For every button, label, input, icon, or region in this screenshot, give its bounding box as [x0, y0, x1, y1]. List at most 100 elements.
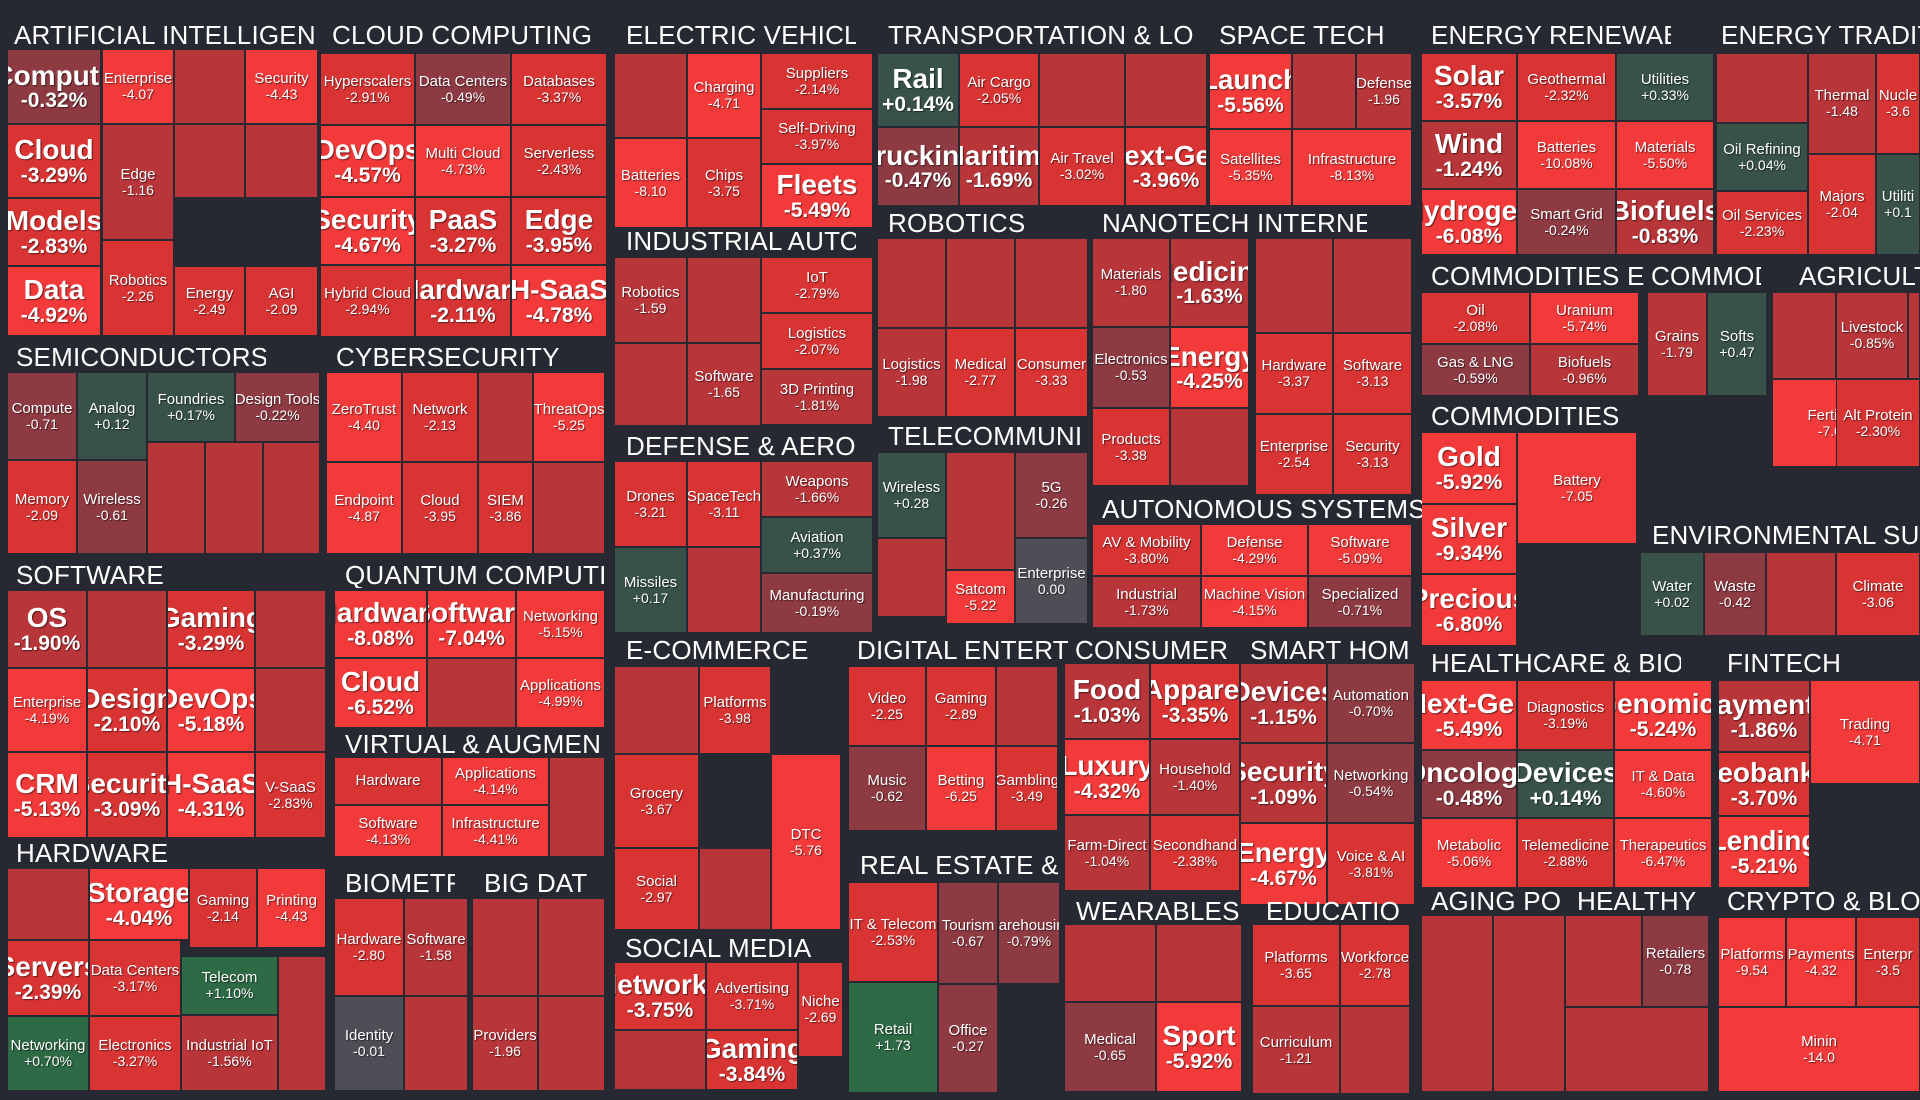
tile-space-tech-satellites[interactable]: Satellites -5.35% — [1209, 129, 1292, 206]
tile-wearables-blank-0[interactable] — [1064, 924, 1156, 1002]
tile-healthcare-biote-telemedicine[interactable]: Telemedicine -2.88% — [1517, 818, 1614, 888]
tile-internet-hardware[interactable]: Hardware -3.37 — [1255, 333, 1333, 414]
tile-artificial-intelligen-data[interactable]: Data -4.92% — [7, 266, 101, 336]
tile-autonomous-systems-av-mobility[interactable]: AV & Mobility -3.80% — [1092, 524, 1201, 576]
tile-real-estate-retail[interactable]: Retail +1.73 — [848, 982, 938, 1093]
tile-robotics-blank-2[interactable] — [1015, 238, 1088, 328]
tile-real-estate-tourism[interactable]: Tourism -0.67 — [938, 882, 998, 984]
tile-fintech-neobanks[interactable]: Neobanks-3.70% — [1718, 752, 1810, 816]
tile-software-gaming[interactable]: Gaming-3.29% — [167, 590, 255, 668]
tile-e-commerce-blank-5[interactable] — [699, 848, 771, 930]
tile-cloud-computing-serverless[interactable]: Serverless -2.43% — [511, 125, 607, 197]
tile-artificial-intelligen-models[interactable]: Models -2.83% — [7, 198, 101, 266]
tile-space-tech-launch[interactable]: Launch-5.56% — [1209, 53, 1292, 129]
tile-semiconductors-blank-5[interactable] — [205, 442, 263, 554]
tile-energy-renewable-biofuels[interactable]: Biofuels-0.83% — [1616, 189, 1714, 255]
tile-crypto-blo-platforms[interactable]: Platforms -9.54 — [1718, 917, 1786, 1007]
tile-hardware-servers[interactable]: Servers-2.39% — [7, 940, 89, 1016]
tile-e-commerce-blank-0[interactable] — [614, 666, 699, 754]
tile-electric-vehicles-self-driving[interactable]: Self-Driving -3.97% — [761, 109, 873, 164]
tile-energy-renewable-geothermal[interactable]: Geothermal -2.32% — [1517, 53, 1616, 121]
tile-energy-renewable-materials[interactable]: Materials -5.50% — [1616, 121, 1714, 189]
tile-energy-tradit-oil-services[interactable]: Oil Services -2.23% — [1716, 191, 1808, 255]
tile-industrial-auto-software[interactable]: Software -1.65 — [687, 343, 761, 426]
tile-agricult-alt-protein[interactable]: Alt Protein -2.30% — [1836, 379, 1920, 467]
tile-virtual-augmen-software[interactable]: Software -4.13% — [334, 805, 442, 857]
tile-software-design[interactable]: Design-2.10% — [87, 668, 167, 752]
tile-smart-hom-automation[interactable]: Automation -0.70% — [1327, 663, 1415, 743]
tile-defense-aerosp-weapons[interactable]: Weapons -1.66% — [761, 461, 873, 517]
tile-big-dat-blank-1[interactable] — [538, 898, 605, 996]
tile-semiconductors-analog[interactable]: Analog +0.12 — [77, 372, 147, 460]
tile-social-media-gaming[interactable]: Gaming-3.84% — [706, 1030, 798, 1090]
tile-wearables-blank-1[interactable] — [1156, 924, 1242, 1002]
tile-defense-aerosp-aviation[interactable]: Aviation +0.37% — [761, 517, 873, 573]
tile-artificial-intelligen-blank-6[interactable] — [174, 124, 245, 198]
tile-artificial-intelligen-security[interactable]: Security -4.43 — [245, 49, 318, 124]
tile-virtual-augmen-blank-2[interactable] — [549, 757, 605, 857]
tile-industrial-auto-iot[interactable]: IoT -2.79% — [761, 257, 873, 313]
tile-robotics-blank-1[interactable] — [946, 238, 1015, 328]
tile-artificial-intelligen-cloud[interactable]: Cloud -3.29% — [7, 124, 101, 198]
tile-energy-renewable-utilities[interactable]: Utilities +0.33% — [1616, 53, 1714, 121]
tile-cloud-computing-hybrid-cloud[interactable]: Hybrid Cloud -2.94% — [320, 265, 415, 337]
tile-quantum-computi-software[interactable]: Software-7.04% — [427, 590, 516, 658]
tile-commod-grains[interactable]: Grains -1.79 — [1647, 292, 1707, 396]
tile-digital-entert-betting[interactable]: Betting -6.25 — [926, 746, 996, 831]
tile-commodities-e-biofuels[interactable]: Biofuels -0.96% — [1530, 344, 1639, 396]
tile-commodities-precious[interactable]: Precious-6.80% — [1421, 574, 1517, 646]
tile-autonomous-systems-industrial[interactable]: Industrial -1.73% — [1092, 576, 1201, 628]
tile-telecommuni-5g[interactable]: 5G -0.26 — [1015, 452, 1088, 538]
tile-biometr-identity[interactable]: Identity -0.01 — [334, 996, 404, 1091]
tile-digital-entert-blank-2[interactable] — [996, 666, 1058, 746]
tile-real-estate-warehousing[interactable]: Warehousing-0.79% — [998, 882, 1060, 984]
tile-healthy-blank-2[interactable] — [1565, 1007, 1709, 1092]
tile-robotics-consumer[interactable]: Consumer -3.33 — [1015, 328, 1088, 417]
tile-space-tech-blank-1[interactable] — [1292, 53, 1356, 129]
tile-healthcare-biote-metabolic[interactable]: Metabolic -5.06% — [1421, 818, 1517, 888]
tile-software-devops[interactable]: DevOps-5.18% — [167, 668, 255, 752]
tile-healthy-retailers[interactable]: Retailers -0.78 — [1642, 915, 1709, 1007]
tile-smart-hom-security[interactable]: Security-1.09% — [1240, 743, 1327, 823]
tile-electric-vehicles-charging[interactable]: Charging -4.71 — [687, 53, 761, 138]
tile-cloud-computing-paas[interactable]: PaaS -3.27% — [415, 197, 511, 265]
tile-agricult-livestock[interactable]: Livestock -0.85% — [1836, 292, 1908, 379]
tile-energy-tradit-oil-refining[interactable]: Oil Refining +0.04% — [1716, 123, 1808, 191]
tile-defense-aerosp-manufacturing[interactable]: Manufacturing -0.19% — [761, 573, 873, 633]
tile-healthcare-biote-therapeutics[interactable]: Therapeutics -6.47% — [1614, 818, 1712, 888]
tile-semiconductors-blank-4[interactable] — [147, 442, 205, 554]
tile-educatio-blank-3[interactable] — [1340, 1006, 1410, 1094]
tile-fintech-lending[interactable]: Lending-5.21% — [1718, 816, 1810, 888]
tile-environmental-sus-water[interactable]: Water +0.02 — [1640, 552, 1704, 636]
tile-electric-vehicles-blank-0[interactable] — [614, 53, 687, 138]
tile-cloud-computing-databases[interactable]: Databases -3.37% — [511, 53, 607, 125]
tile-educatio-workforce[interactable]: Workforce -2.78 — [1340, 924, 1410, 1006]
tile-semiconductors-blank-6[interactable] — [263, 442, 320, 554]
tile-consumer-farm-direct[interactable]: Farm-Direct -1.04% — [1064, 815, 1150, 891]
tile-telecommuni-enterprise[interactable]: Enterprise 0.00 — [1015, 538, 1088, 624]
tile-hardware-gaming[interactable]: Gaming -2.14 — [189, 868, 257, 948]
tile-robotics-blank-0[interactable] — [877, 238, 946, 328]
tile-commod-softs[interactable]: Softs +0.47 — [1707, 292, 1767, 396]
tile-cybersecurity-blank-2[interactable] — [478, 372, 533, 462]
tile-software-blank-7[interactable] — [255, 668, 326, 752]
tile-internet-blank-1[interactable] — [1333, 238, 1412, 333]
tile-commodities-e-uranium[interactable]: Uranium -5.74% — [1530, 292, 1639, 344]
tile-healthcare-biote-devices[interactable]: Devices +0.14% — [1517, 750, 1614, 818]
tile-cloud-computing-hardware[interactable]: Hardware-2.11% — [415, 265, 511, 337]
tile-transportation-lo-blank-3[interactable] — [1125, 53, 1207, 127]
tile-software-blank-1[interactable] — [87, 590, 167, 668]
tile-smart-hom-voice-ai[interactable]: Voice & AI -3.81% — [1327, 823, 1415, 905]
tile-cloud-computing-h-saas[interactable]: H-SaaS -4.78% — [511, 265, 607, 337]
tile-cybersecurity-zerotrust[interactable]: ZeroTrust -4.40 — [326, 372, 402, 462]
tile-crypto-blo-minin[interactable]: Minin -14.0 — [1718, 1007, 1920, 1092]
tile-agricult-blank-2[interactable] — [1908, 292, 1920, 379]
tile-energy-renewable-hydrogen[interactable]: Hydrogen-6.08% — [1421, 189, 1517, 255]
tile-consumer-luxury[interactable]: Luxury -4.32% — [1064, 739, 1150, 815]
tile-software-os[interactable]: OS -1.90% — [7, 590, 87, 668]
tile-internet-blank-0[interactable] — [1255, 238, 1333, 333]
tile-energy-tradit-utiliti[interactable]: Utiliti +0.1 — [1876, 154, 1920, 255]
tile-electric-vehicles-suppliers[interactable]: Suppliers -2.14% — [761, 53, 873, 109]
tile-biometr-software[interactable]: Software -1.58 — [404, 898, 468, 996]
tile-software-security[interactable]: Security-3.09% — [87, 752, 167, 838]
